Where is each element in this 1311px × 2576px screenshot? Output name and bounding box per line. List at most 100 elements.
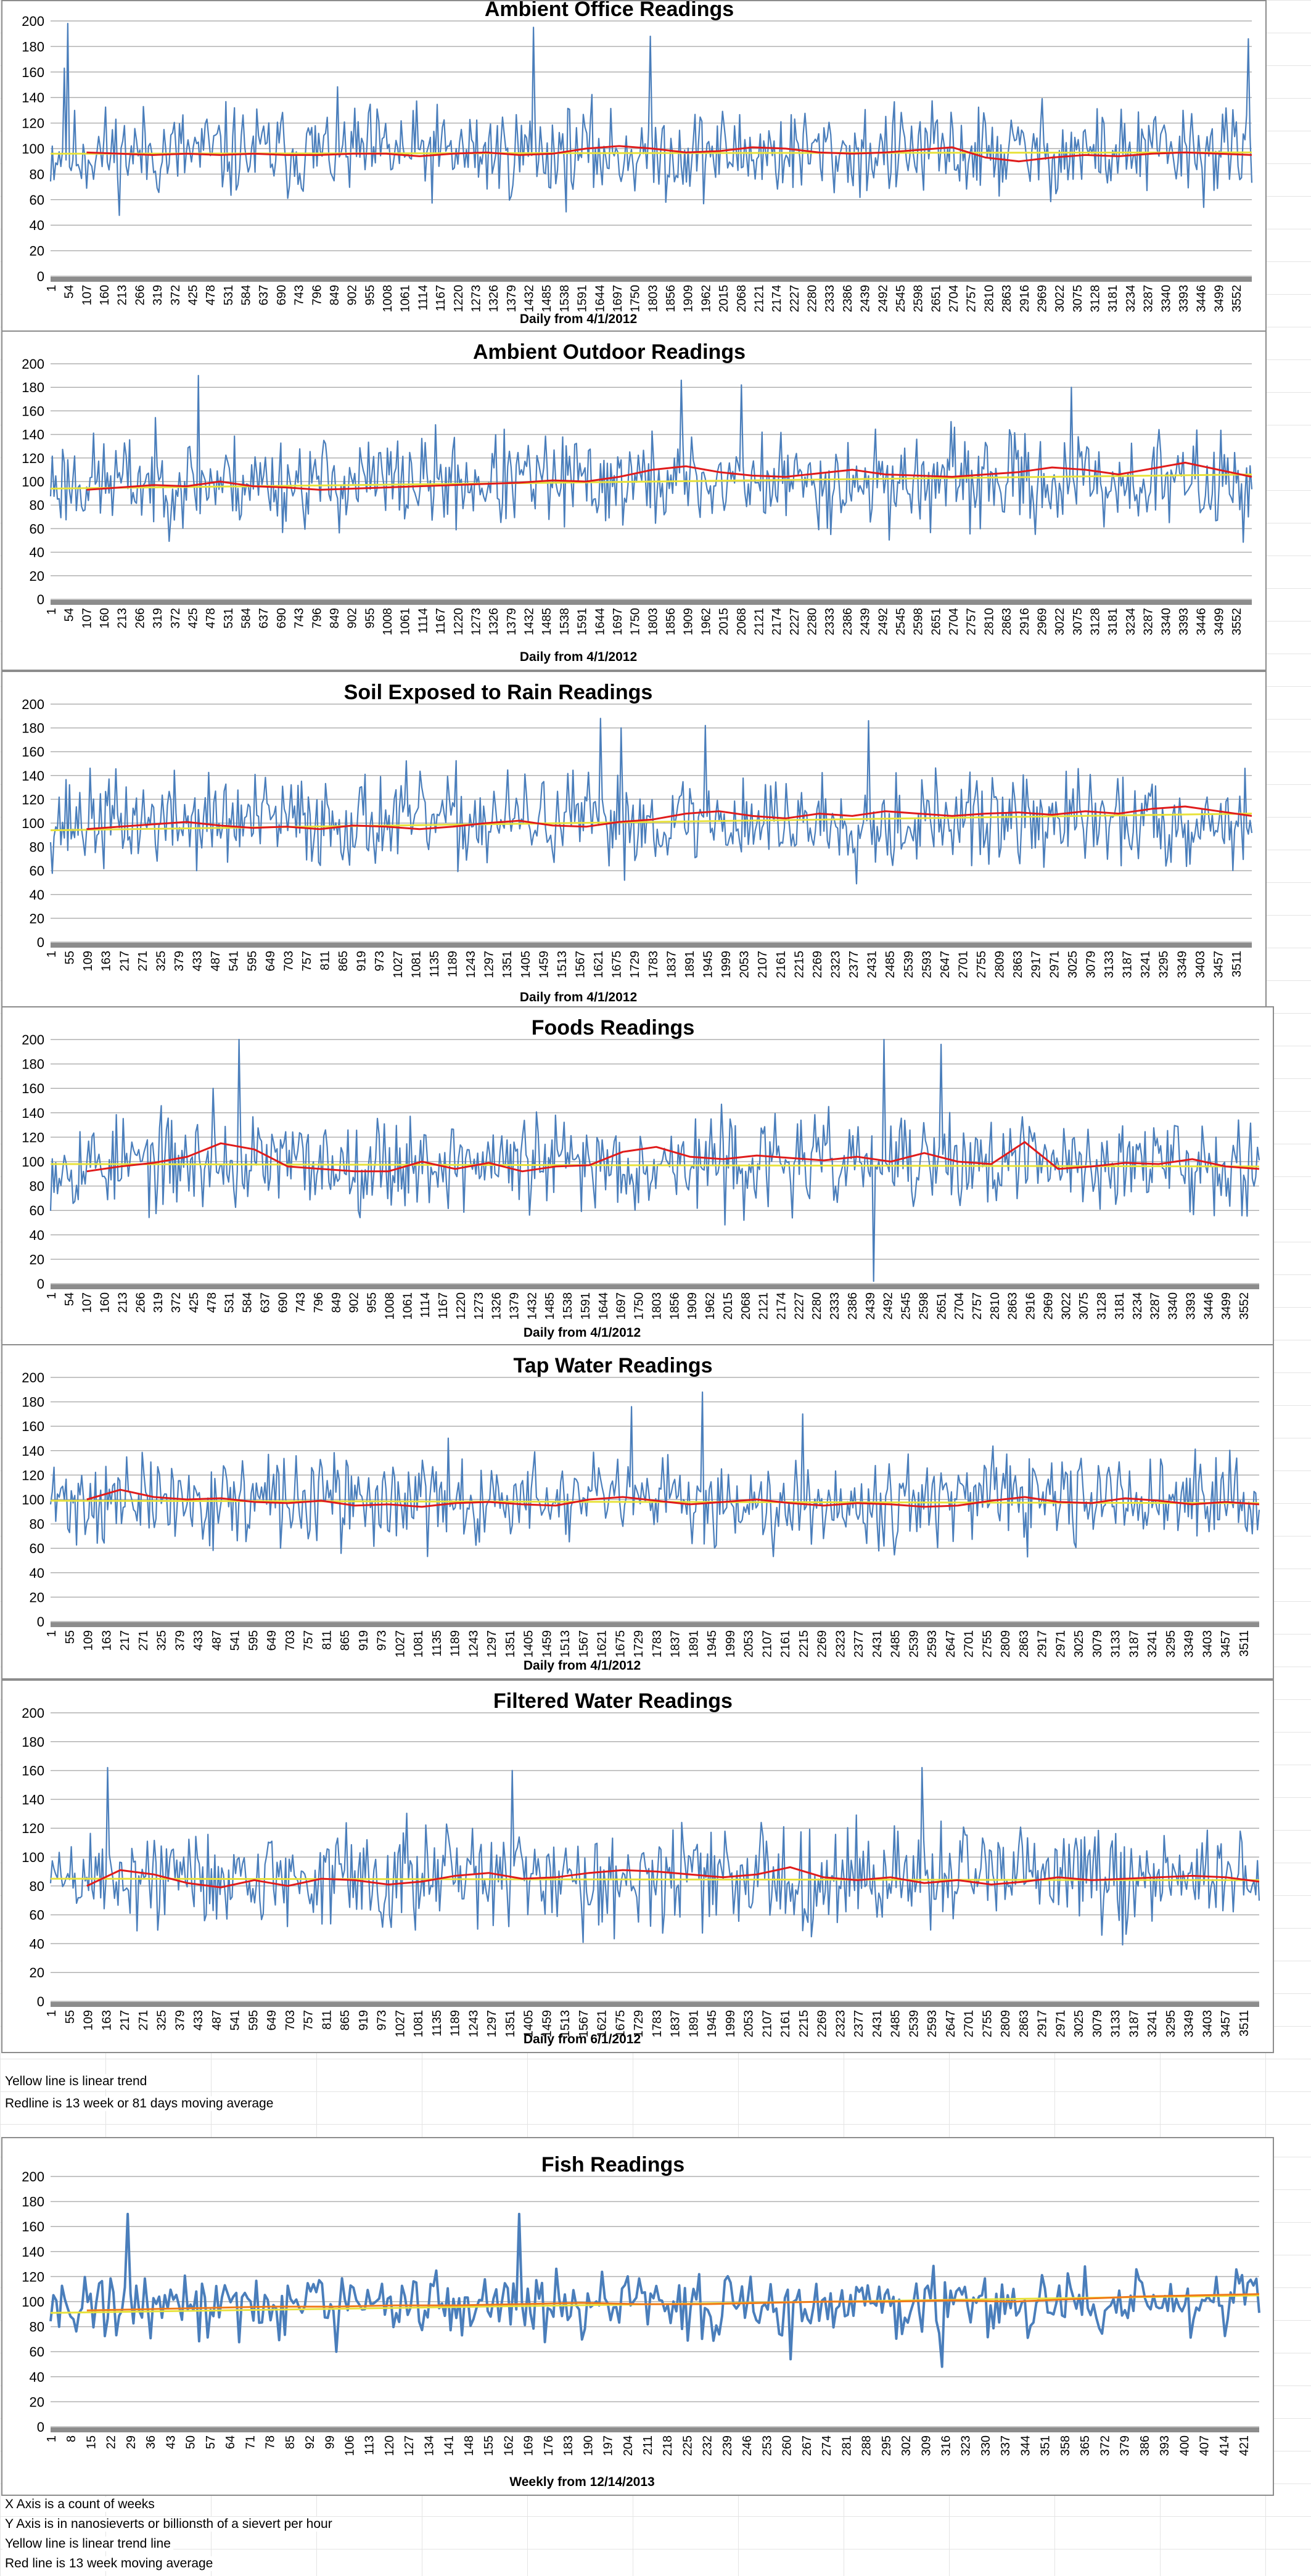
x-tick-label: 3499 [1220, 1292, 1233, 1320]
y-tick-label: 160 [22, 2219, 44, 2234]
chart-svg: Soil Exposed to Rain Readings 0 20 40 60 80 10… [22, 681, 1253, 1004]
x-tick-label: 1189 [449, 2010, 462, 2037]
x-tick-label: 1750 [633, 1292, 646, 1320]
y-tick-label: 80 [30, 840, 44, 855]
y-tick-label: 140 [22, 427, 44, 443]
x-tick-label: 319 [151, 608, 165, 628]
x-tick-label: 703 [282, 951, 295, 971]
x-tick-label: 703 [284, 1630, 297, 1651]
x-tick-label: 2701 [963, 1630, 976, 1658]
y-tick-label: 180 [22, 39, 44, 54]
x-tick-label: 113 [363, 2435, 377, 2455]
x-tick-label: 2015 [717, 608, 731, 636]
x-tick-label: 1061 [399, 608, 413, 636]
x-tick-label: 1675 [614, 1630, 627, 1658]
x-tick-label: 3075 [1071, 608, 1085, 636]
x-tick-label: 1538 [558, 285, 572, 313]
note-red-line: Red line is 13 week moving average [2, 2556, 216, 2571]
x-tick-label: 2704 [947, 285, 961, 313]
y-tick-label: 60 [30, 192, 44, 208]
x-tick-label: 478 [204, 608, 218, 628]
x-tick-label: 1 [45, 285, 59, 292]
x-axis-label: Daily from 4/1/2012 [520, 990, 637, 1004]
chart-title: Fish Readings [541, 2153, 684, 2176]
x-tick-label: 57 [204, 2435, 218, 2449]
x-tick-label: 757 [302, 1630, 316, 1651]
chart-tap-water[interactable]: Tap Water Readings 0 20 40 60 80 100 120 140 160 1… [1, 1344, 1274, 1680]
chart-fish[interactable]: Fish Readings 0 20 40 60 80 100 120 140 160 180 200… [1, 2137, 1274, 2496]
x-tick-label: 141 [443, 2435, 456, 2456]
x-tick-label: 3457 [1212, 951, 1225, 978]
x-tick-label: 796 [310, 285, 324, 305]
x-tick-label: 919 [355, 951, 369, 971]
x-tick-label: 2969 [1035, 608, 1049, 636]
x-tick-label: 2439 [859, 285, 873, 313]
y-tick-label: 0 [37, 269, 44, 284]
x-tick-label: 3340 [1159, 285, 1173, 313]
x-tick-label: 2386 [841, 608, 855, 636]
x-tick-label: 1909 [682, 285, 696, 313]
series-readings [49, 375, 1253, 543]
series-readings [49, 1038, 1260, 1282]
y-tick-label: 160 [22, 1763, 44, 1779]
x-tick-label: 1891 [683, 951, 697, 978]
x-tick-label: 425 [187, 608, 200, 628]
x-tick-label: 2757 [965, 608, 979, 636]
x-tick-label: 109 [81, 951, 95, 971]
x-tick-label: 811 [320, 1630, 334, 1650]
x-tick-label: 902 [348, 1292, 361, 1313]
x-tick-label: 1999 [724, 1630, 738, 1658]
y-tick-label: 40 [30, 1936, 44, 1951]
x-tick-label: 1114 [419, 1292, 432, 1318]
x-tick-label: 849 [328, 285, 342, 305]
chart-soil-exposed-to-rain[interactable]: Soil Exposed to Rain Readings 0 20 40 60 80 10… [1, 671, 1267, 1011]
y-tick-label: 200 [22, 356, 44, 372]
x-tick-label: 344 [1019, 2435, 1032, 2456]
x-tick-label: 1243 [467, 2010, 480, 2038]
x-tick-label: 2757 [965, 285, 979, 313]
x-tick-label: 106 [343, 2435, 357, 2456]
y-tick-label: 80 [30, 2320, 44, 2335]
x-tick-label: 3079 [1091, 2010, 1104, 2038]
x-tick-label: 595 [247, 2010, 260, 2030]
x-tick-label: 372 [169, 608, 183, 628]
x-tick-label: 1027 [393, 2010, 407, 2038]
x-tick-label: 2431 [871, 2010, 884, 2038]
x-tick-label: 55 [64, 1630, 77, 1644]
x-tick-label: 3234 [1124, 608, 1138, 636]
x-tick-label: 1 [45, 1292, 59, 1299]
x-tick-label: 1697 [611, 285, 625, 313]
x-tick-label: 1432 [525, 1292, 539, 1320]
x-tick-label: 1729 [632, 1630, 646, 1658]
x-tick-label: 2053 [738, 951, 752, 978]
chart-ambient-office[interactable]: Ambient Office Readings 0 20 40 60 80 100 120 14… [1, 0, 1267, 333]
x-axis-bar [51, 2002, 1259, 2007]
x-tick-label: 1591 [576, 608, 590, 636]
chart-ambient-outdoor[interactable]: Ambient Outdoor Readings 0 20 40 60 80 100 120 1… [1, 330, 1267, 671]
x-tick-label: 1621 [596, 2010, 609, 2038]
x-tick-label: 2916 [1018, 285, 1032, 313]
x-tick-label: 2593 [926, 1630, 939, 1658]
y-tick-label: 40 [30, 545, 44, 560]
y-tick-label: 0 [37, 935, 44, 950]
x-tick-label: 1999 [720, 951, 733, 978]
x-tick-label: 3457 [1219, 1630, 1233, 1658]
x-tick-label: 3241 [1139, 951, 1153, 978]
x-tick-label: 637 [257, 285, 271, 305]
x-tick-label: 271 [137, 1630, 150, 1651]
x-tick-label: 218 [661, 2435, 675, 2456]
chart-filtered-water[interactable]: Filtered Water Readings 0 20 40 60 80 100 120 14… [1, 1680, 1274, 2053]
y-tick-label: 20 [30, 568, 44, 584]
x-tick-label: 1697 [615, 1292, 628, 1320]
x-tick-label: 2215 [792, 951, 806, 978]
x-tick-label: 85 [284, 2435, 297, 2449]
x-tick-label: 239 [721, 2435, 734, 2456]
x-tick-label: 1379 [505, 285, 519, 313]
x-tick-label: 2647 [939, 951, 952, 978]
x-tick-label: 2545 [894, 608, 908, 636]
x-tick-label: 1485 [540, 285, 554, 313]
x-tick-label: 531 [222, 285, 236, 305]
x-tick-label: 1909 [682, 608, 696, 636]
x-tick-label: 2647 [944, 2010, 958, 2038]
chart-foods[interactable]: Foods Readings 0 20 40 60 80 100 120 140 160 180 20… [1, 1006, 1274, 1347]
